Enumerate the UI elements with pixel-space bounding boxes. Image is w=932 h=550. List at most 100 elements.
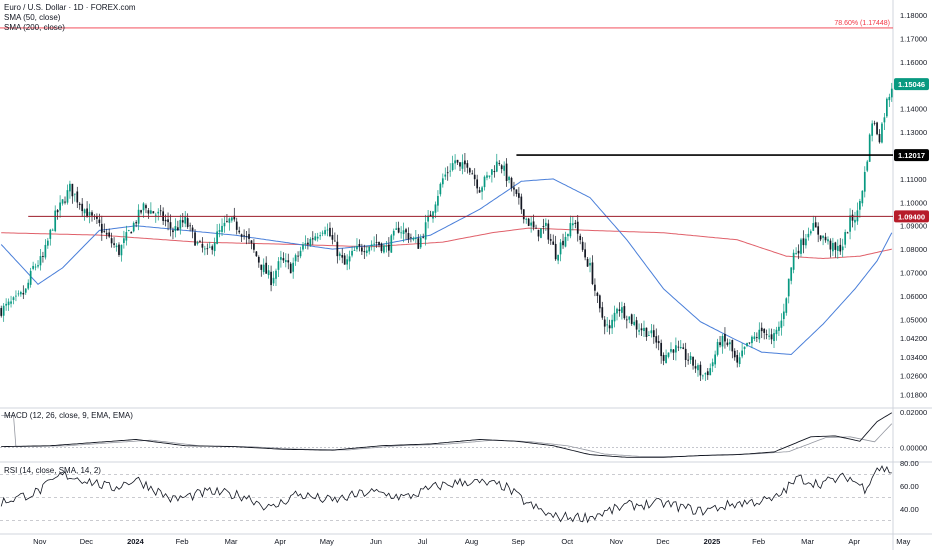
candle-body[interactable] [510,177,513,189]
candle-body[interactable] [289,263,292,274]
candle-body[interactable] [314,236,317,241]
candle-body[interactable] [147,210,150,214]
candle-body[interactable] [667,352,670,357]
candle-body[interactable] [351,250,353,256]
candle-body[interactable] [100,223,103,233]
candle-body[interactable] [275,270,277,279]
candle-body[interactable] [650,330,653,334]
candle-body[interactable] [51,229,54,231]
candle-body[interactable] [726,342,729,345]
candle-body[interactable] [199,241,201,243]
candle-body[interactable] [27,282,30,289]
candle-body[interactable] [675,345,677,353]
candle-body[interactable] [854,219,856,223]
candle-body[interactable] [2,305,5,316]
candle-body[interactable] [159,210,162,212]
candle-body[interactable] [532,221,535,228]
candle-body[interactable] [238,230,241,233]
candle-body[interactable] [655,336,658,343]
candle-body[interactable] [145,205,147,209]
candle-body[interactable] [527,218,530,226]
candle-body[interactable] [552,241,555,245]
candle-body[interactable] [728,342,731,345]
candle-body[interactable] [181,220,184,223]
candle-body[interactable] [586,258,589,267]
candle-body[interactable] [873,122,876,124]
candle-body[interactable] [395,228,398,230]
candle-body[interactable] [54,210,57,232]
candle-body[interactable] [603,319,606,327]
candle-body[interactable] [628,316,631,320]
candle-body[interactable] [792,252,795,270]
candle-body[interactable] [741,350,743,357]
symbol-title[interactable]: Euro / U.S. Dollar · 1D · FOREX.com [4,3,136,12]
candle-body[interactable] [385,246,388,247]
candle-body[interactable] [343,255,346,265]
candle-body[interactable] [871,123,874,136]
candle-body[interactable] [731,340,734,352]
candle-body[interactable] [787,278,790,297]
candle-body[interactable] [390,235,393,253]
candle-body[interactable] [130,231,133,234]
candle-body[interactable] [601,307,604,318]
candle-body[interactable] [441,178,444,185]
candle-body[interactable] [223,222,226,227]
candle-body[interactable] [468,168,471,173]
candle-body[interactable] [260,264,263,270]
candle-body[interactable] [466,163,469,168]
macd-legend[interactable]: MACD (12, 26, close, 9, EMA, EMA) [4,411,133,420]
candle-body[interactable] [748,342,751,344]
candle-body[interactable] [513,187,515,190]
candle-body[interactable] [738,357,741,365]
candle-body[interactable] [780,320,783,328]
macd-signal-line[interactable] [1,415,893,457]
candle-body[interactable] [829,240,832,250]
candle-body[interactable] [844,232,847,245]
candle-body[interactable] [765,334,768,336]
candle-body[interactable] [630,314,633,324]
candle-body[interactable] [125,232,128,241]
candle-body[interactable] [770,334,773,340]
candle-body[interactable] [618,309,621,311]
candle-body[interactable] [807,233,810,238]
candle-body[interactable] [677,346,680,348]
candle-body[interactable] [240,234,243,237]
candle-body[interactable] [243,235,245,237]
candle-body[interactable] [886,98,888,117]
rsi-line[interactable] [0,465,892,524]
candle-body[interactable] [172,230,174,233]
candle-body[interactable] [319,235,322,237]
candle-body[interactable] [414,238,417,239]
candle-body[interactable] [613,312,616,322]
candle-body[interactable] [154,214,157,216]
candle-body[interactable] [679,346,682,349]
candle-body[interactable] [500,165,503,170]
candle-body[interactable] [191,227,194,231]
candle-body[interactable] [424,222,427,240]
candle-body[interactable] [505,163,508,181]
candle-body[interactable] [282,258,285,261]
candle-body[interactable] [755,337,758,338]
candle-body[interactable] [353,249,356,251]
candle-body[interactable] [785,298,788,313]
candle-body[interactable] [694,366,697,369]
candle-body[interactable] [127,230,130,231]
candle-body[interactable] [86,208,88,218]
candle-body[interactable] [800,239,802,254]
candle-body[interactable] [292,262,295,272]
candle-body[interactable] [83,209,86,214]
candle-body[interactable] [270,271,272,286]
candle-body[interactable] [699,364,702,376]
candle-body[interactable] [66,190,69,203]
candle-body[interactable] [284,260,287,262]
candle-body[interactable] [407,233,410,240]
candle-body[interactable] [311,238,314,240]
candle-body[interactable] [265,262,268,274]
candle-body[interactable] [230,217,233,221]
candle-body[interactable] [868,134,871,162]
candle-body[interactable] [123,238,125,243]
candle-body[interactable] [567,234,569,237]
candle-body[interactable] [142,203,145,211]
candle-body[interactable] [711,362,714,367]
candle-body[interactable] [24,288,27,293]
